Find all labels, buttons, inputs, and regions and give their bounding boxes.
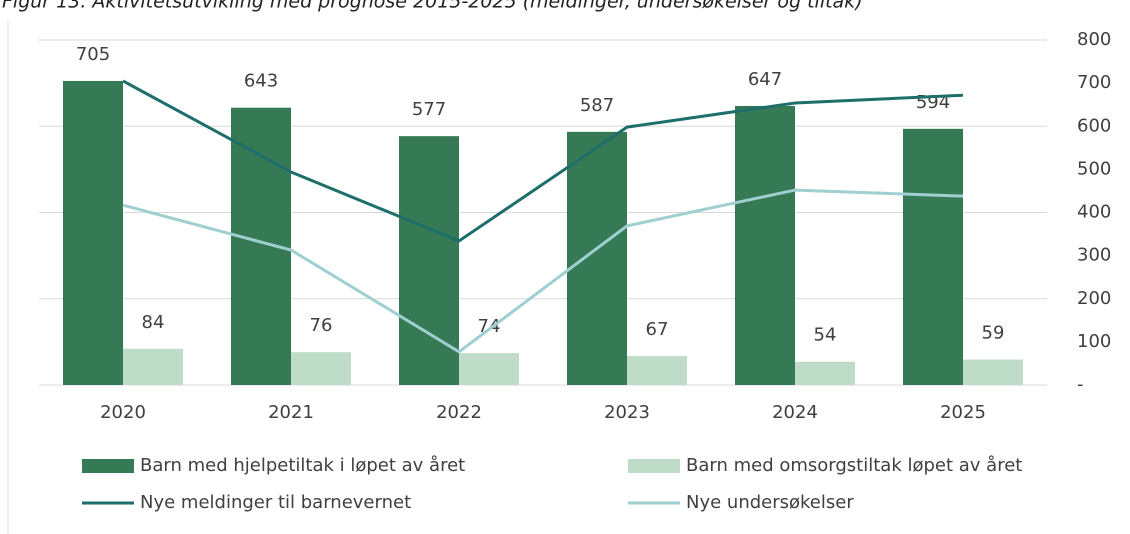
- line: [122, 79, 964, 243]
- bar: [627, 356, 687, 385]
- y2-tick-label: 700: [1077, 72, 1111, 93]
- bar: [459, 353, 519, 385]
- bar: [903, 128, 963, 385]
- legend-label: Nye meldinger til barnevernet: [140, 492, 411, 513]
- bar: [963, 359, 1023, 385]
- bar: [567, 131, 627, 385]
- legend-swatch: [628, 459, 680, 473]
- legend-swatch: [82, 459, 134, 473]
- legend-label: Nye undersøkelser: [686, 492, 854, 513]
- data-label: 705: [76, 44, 110, 65]
- x-tick-label: 2021: [268, 402, 314, 423]
- x-tick-label: 2020: [100, 402, 146, 423]
- bar: [735, 105, 795, 385]
- y2-tick-label: -: [1077, 374, 1084, 395]
- data-label: 67: [646, 319, 669, 340]
- y2-tick-label: 300: [1077, 245, 1111, 266]
- data-label: 59: [982, 323, 1005, 344]
- x-tick-label: 2025: [940, 402, 986, 423]
- data-label: 647: [748, 69, 782, 90]
- bar: [63, 80, 123, 385]
- data-label: 643: [244, 71, 278, 92]
- y2-tick-label: 400: [1077, 202, 1111, 223]
- bar: [795, 361, 855, 385]
- y2-tick-label: 100: [1077, 331, 1111, 352]
- bar: [399, 136, 459, 385]
- y2-tick-label: 600: [1077, 115, 1111, 136]
- data-label: 587: [580, 95, 614, 116]
- bar: [291, 352, 351, 385]
- y2-tick-label: 200: [1077, 288, 1111, 309]
- y2-tick-label: 500: [1077, 158, 1111, 179]
- line: [122, 188, 964, 354]
- x-tick-label: 2023: [604, 402, 650, 423]
- y2-tick-label: 800: [1077, 29, 1111, 50]
- data-label: 84: [142, 312, 165, 333]
- data-label: 76: [310, 315, 333, 336]
- x-tick-label: 2024: [772, 402, 818, 423]
- x-tick-label: 2022: [436, 402, 482, 423]
- legend-label: Barn med omsorgstiltak løpet av året: [686, 455, 1022, 476]
- chart-title: Figur 13. Aktivitetsutvikling med progno…: [2, 0, 863, 13]
- bar: [123, 348, 183, 385]
- data-label: 54: [814, 325, 837, 346]
- legend-label: Barn med hjelpetiltak i løpet av året: [140, 455, 465, 476]
- data-label: 577: [412, 99, 446, 120]
